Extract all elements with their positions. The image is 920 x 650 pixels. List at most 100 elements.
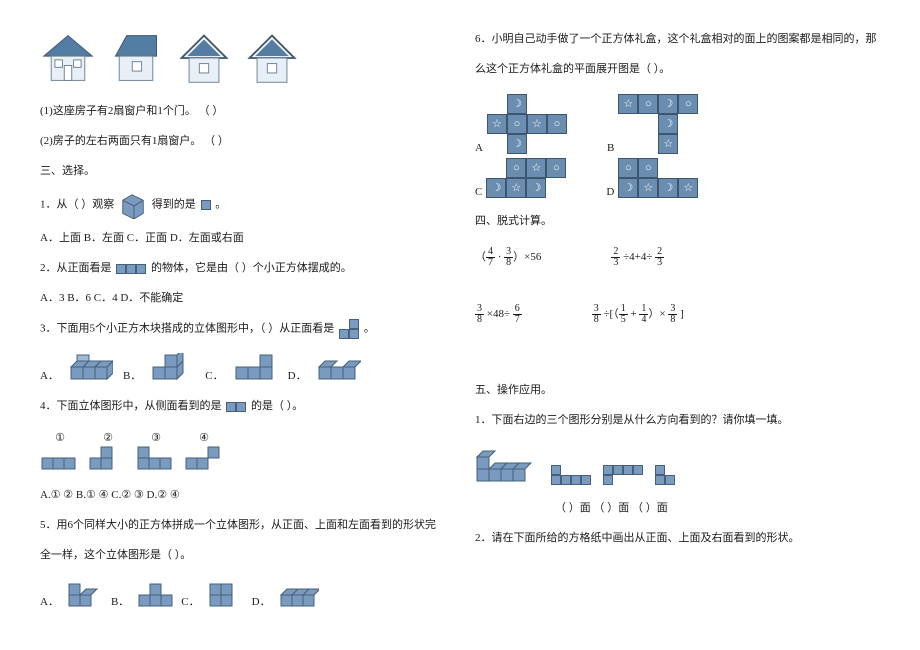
- net-cell: ☆: [638, 178, 658, 198]
- opt-B-label: B．: [123, 367, 141, 383]
- cube5-b-icon: [137, 579, 173, 609]
- net-A: A☽☆○☆○☽: [475, 94, 567, 154]
- opt-C-label: C．: [205, 367, 223, 383]
- p4-fig4: ④: [184, 431, 224, 472]
- net-cell: ☆: [618, 94, 638, 114]
- net-cell: ○: [506, 158, 526, 178]
- houses-row: [40, 30, 445, 86]
- net-cell: ○: [638, 158, 658, 178]
- p4-b: 的是（ ）。: [251, 400, 303, 412]
- views-row: [475, 445, 880, 485]
- nets-row-1: A☽☆○☆○☽B☆○☽○☽☆: [475, 94, 880, 154]
- calc-row-1: （47 · 38）×56 23 ÷4+4÷ 23: [475, 247, 880, 268]
- net-cell: ○: [547, 114, 567, 134]
- net-cell: ☽: [618, 178, 638, 198]
- view-a: [549, 465, 593, 485]
- house-gable-icon: [176, 30, 232, 86]
- p1-b: 得到的是: [152, 199, 196, 211]
- net-cell: ○: [507, 114, 527, 134]
- view-c: [653, 465, 677, 485]
- p1-a: 1．从（ ）观察: [40, 199, 114, 211]
- p3: 3．下面用5个小正方木块搭成的立体图形中，（ ）从正面看是 。: [40, 319, 445, 339]
- net-D: D○○☽☆☽☆: [606, 158, 698, 198]
- cube-opt-d-icon: [317, 353, 361, 383]
- p1: 1．从（ ）观察 得到的是 。: [40, 191, 445, 219]
- flat-2row: [226, 402, 246, 412]
- p5-a: 5．用6个同样大小的正方体拼成一个立体图形，从正面、上面和左面看到的形状完: [40, 516, 445, 536]
- opt-D-label: D．: [288, 367, 307, 383]
- p4-fig3: ③: [136, 431, 176, 472]
- p2-b: 的物体，它是由（ ）个小正方体摆成的。: [151, 262, 352, 274]
- net-cell: ☽: [658, 114, 678, 134]
- net-label: B: [607, 142, 614, 154]
- p5-b: 全一样，这个立体图形是（ ）。: [40, 546, 445, 566]
- net-label: C: [475, 186, 482, 198]
- net-cell: ☽: [658, 178, 678, 198]
- p4-figures: ① ② ③ ④: [40, 431, 445, 472]
- flat-L-shape: [339, 319, 359, 339]
- nets-row-2: C○☆○☽☆☽D○○☽☆☽☆: [475, 158, 880, 198]
- cube-opt-a-icon: [69, 353, 113, 383]
- p5-1: 1．下面右边的三个图形分别是从什么方向看到的？请你填一填。: [475, 411, 880, 431]
- cube-fig2-icon: [88, 446, 128, 472]
- right-column: 6．小明自己动手做了一个正方体礼盒，这个礼盒相对的面上的图案都是相同的，那 么这…: [475, 30, 880, 620]
- p4-fig1: ①: [40, 431, 80, 472]
- p5-2: 2．请在下面所给的方格纸中画出从正面、上面及右面看到的形状。: [475, 529, 880, 549]
- p4: 4．下面立体图形中，从侧面看到的是 的是（ ）。: [40, 397, 445, 417]
- cube-fig4-icon: [184, 446, 224, 472]
- p1-opts: A．上面 B．左面 C．正面 D．左面或右面: [40, 229, 445, 249]
- cube5-c-icon: [208, 579, 244, 609]
- flat-3row: [116, 264, 146, 274]
- net-cell: ☽: [486, 178, 506, 198]
- net-C: C○☆○☽☆☽: [475, 158, 566, 198]
- calc-row-2: 38 ×48÷ 67 38 ÷[（15 + 14）× 38 ]: [475, 304, 880, 325]
- cube-fig3-icon: [136, 446, 176, 472]
- net-cell: ☽: [507, 94, 527, 114]
- net-cell: ☆: [506, 178, 526, 198]
- p4-a: 4．下面立体图形中，从侧面看到的是: [40, 400, 222, 412]
- p3-a: 3．下面用5个小正方木块搭成的立体图形中，（ ）从正面看是: [40, 322, 334, 334]
- q1-1: (1)这座房子有2扇窗户和1个门。 （ ）: [40, 102, 445, 122]
- net-cell: ☽: [526, 178, 546, 198]
- section-5-title: 五、操作应用。: [475, 381, 880, 401]
- view-b: [601, 465, 645, 485]
- cube-opt-c-icon: [234, 353, 278, 383]
- net-cell: ☆: [487, 114, 507, 134]
- calc-4: 38 ÷[（15 + 14）× 38 ]: [592, 304, 684, 325]
- net-cell: ☆: [527, 114, 547, 134]
- net-label: A: [475, 142, 483, 154]
- calc-1: （47 · 38）×56: [475, 247, 541, 268]
- section-4-title: 四、脱式计算。: [475, 212, 880, 232]
- section-3-title: 三、选择。: [40, 162, 445, 182]
- p5-options: A． B． C． D．: [40, 579, 445, 609]
- cube-opt-b-icon: [151, 353, 195, 383]
- net-B: B☆○☽○☽☆: [607, 94, 698, 154]
- net-cell: ○: [638, 94, 658, 114]
- net-cell: ○: [546, 158, 566, 178]
- net-cell: ○: [678, 94, 698, 114]
- calc-3: 38 ×48÷ 67: [475, 304, 522, 325]
- net-cell: ☆: [526, 158, 546, 178]
- p2-a: 2．从正面看是: [40, 262, 112, 274]
- cube5-d-icon: [279, 579, 319, 609]
- net-cell: ☆: [658, 134, 678, 154]
- calc-2: 23 ÷4+4÷ 23: [611, 247, 664, 268]
- house-gable2-icon: [244, 30, 300, 86]
- solid-view-icon: [475, 445, 541, 485]
- nets-container: A☽☆○☆○☽B☆○☽○☽☆C○☆○☽☆☽D○○☽☆☽☆: [475, 90, 880, 202]
- cube-block-icon: [119, 191, 147, 219]
- p4-opts: A.① ② B.① ④ C.② ③ D.② ④: [40, 486, 445, 506]
- house-side-icon: [108, 30, 164, 86]
- p6-a: 6．小明自己动手做了一个正方体礼盒，这个礼盒相对的面上的图案都是相同的，那: [475, 30, 880, 50]
- cube-fig1-icon: [40, 446, 80, 472]
- p1-c: 。: [215, 199, 226, 211]
- house-front-icon: [40, 30, 96, 86]
- view-labels: （ ）面 （ ）面 （ ）面: [475, 499, 880, 519]
- net-label: D: [606, 186, 614, 198]
- net-cell: ☆: [678, 178, 698, 198]
- p3-b: 。: [364, 322, 375, 334]
- net-cell: ○: [618, 158, 638, 178]
- left-column: (1)这座房子有2扇窗户和1个门。 （ ） (2)房子的左右两面只有1扇窗户。 …: [40, 30, 445, 620]
- net-cell: ☽: [658, 94, 678, 114]
- p3-options: A． B． C． D．: [40, 353, 445, 383]
